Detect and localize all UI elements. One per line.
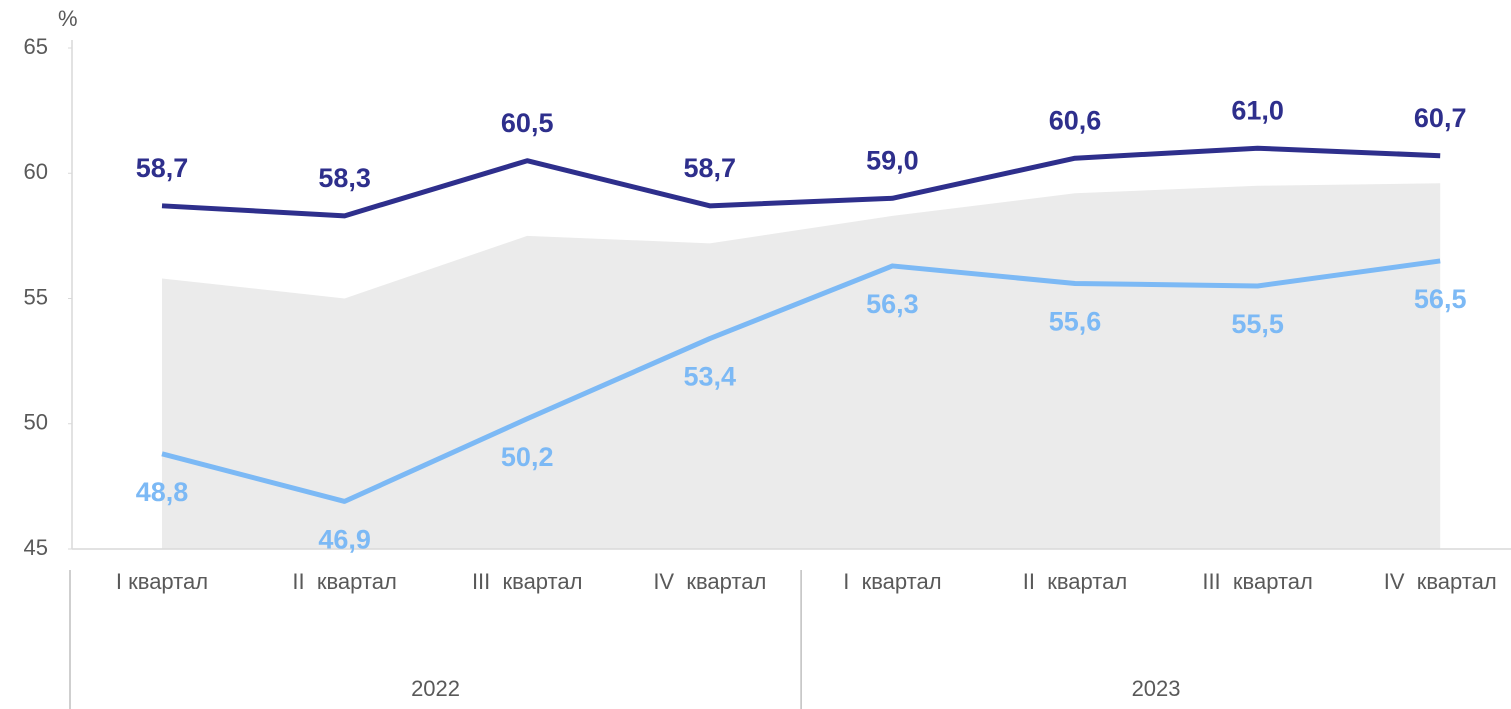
data-label: 50,2 [501,442,554,472]
data-label: 56,5 [1414,284,1467,314]
x-tick-label: I квартал [843,569,941,594]
data-label: 60,6 [1049,105,1102,135]
y-tick-label: 50 [24,410,48,435]
y-tick-label: 55 [24,284,48,309]
x-tick-label: II квартал [292,569,396,594]
line [161,145,1441,219]
data-label: 61,0 [1231,95,1284,125]
data-label: 53,4 [684,362,737,392]
unit-label: % [58,6,78,31]
data-label: 48,8 [136,477,189,507]
data-label: 60,7 [1414,103,1467,133]
data-label: 58,7 [136,153,189,183]
data-label: 55,6 [1049,307,1102,337]
y-tick-label: 60 [24,159,48,184]
data-label: 55,5 [1231,309,1284,339]
x-tick-label: IV квартал [653,569,766,594]
group-label: 2023 [1132,676,1181,701]
x-tick-label: II квартал [1023,569,1127,594]
data-label: 56,3 [866,289,919,319]
data-label: 58,7 [684,153,737,183]
x-tick-label: III квартал [472,569,583,594]
y-tick-label: 65 [24,34,48,59]
x-tick-label: IV квартал [1384,569,1497,594]
area [162,183,1441,549]
data-label: 46,9 [318,525,371,555]
y-tick-label: 45 [24,535,48,560]
data-label: 60,5 [501,108,554,138]
x-tick-label: I квартал [116,569,208,594]
x-tick-label: III квартал [1202,569,1313,594]
data-label: 59,0 [866,145,919,175]
data-label: 58,3 [318,163,371,193]
group-label: 2022 [411,676,460,701]
line [161,258,1441,504]
